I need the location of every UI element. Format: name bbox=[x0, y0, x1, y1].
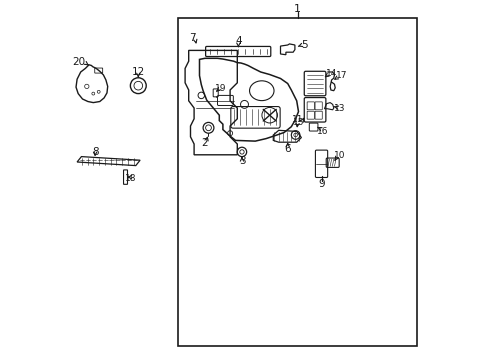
Text: 4: 4 bbox=[235, 36, 241, 46]
Text: 8: 8 bbox=[92, 147, 98, 157]
Text: 6: 6 bbox=[284, 144, 290, 154]
Text: 15: 15 bbox=[292, 118, 304, 127]
Text: 2: 2 bbox=[201, 138, 207, 148]
Text: 20: 20 bbox=[72, 57, 85, 67]
Text: 5: 5 bbox=[301, 40, 307, 50]
Text: 17: 17 bbox=[335, 71, 347, 80]
Text: 18: 18 bbox=[125, 174, 137, 183]
Text: 19: 19 bbox=[215, 84, 226, 93]
Text: 7: 7 bbox=[188, 33, 195, 43]
Text: 3: 3 bbox=[238, 156, 245, 166]
Text: 9: 9 bbox=[318, 179, 324, 189]
Text: 13: 13 bbox=[333, 104, 345, 112]
Text: 10: 10 bbox=[333, 151, 345, 160]
Text: 16: 16 bbox=[317, 127, 328, 136]
Text: 14: 14 bbox=[325, 69, 337, 78]
Text: 11: 11 bbox=[291, 115, 303, 124]
Text: 1: 1 bbox=[294, 4, 301, 14]
Bar bbox=[178, 18, 416, 346]
Text: 12: 12 bbox=[131, 67, 144, 77]
